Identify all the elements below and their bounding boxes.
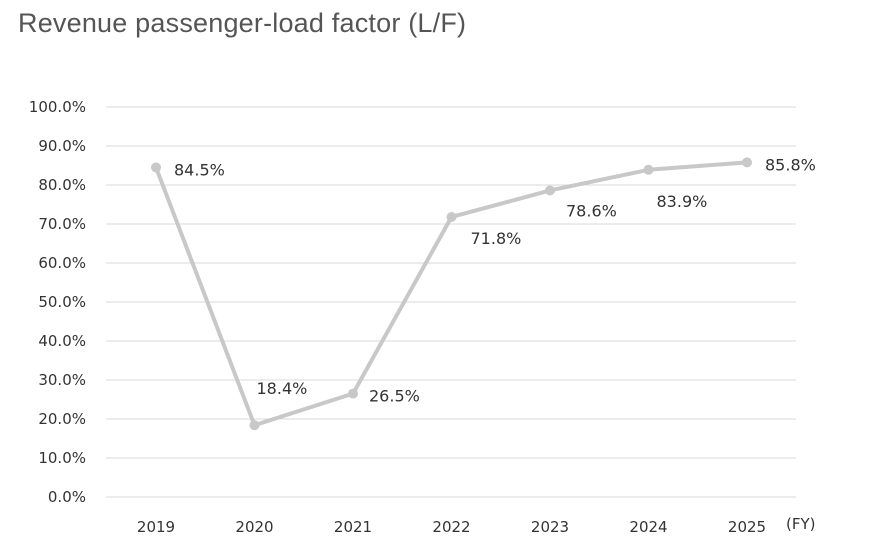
y-tick-label: 100.0% [29, 98, 86, 116]
data-label: 78.6% [566, 201, 617, 220]
data-point [742, 157, 752, 168]
y-tick-label: 60.0% [38, 254, 86, 272]
data-point [446, 211, 457, 222]
y-tick-label: 70.0% [38, 215, 86, 233]
x-axis-ticks: 2019 2020 2021 2022 2023 2024 2025 [137, 518, 766, 536]
y-tick-label: 20.0% [38, 410, 86, 428]
gridlines [106, 106, 796, 498]
y-tick-label: 80.0% [38, 176, 86, 194]
data-label: 18.4% [257, 379, 308, 398]
y-tick-label: 30.0% [38, 371, 86, 389]
data-label: 71.8% [471, 229, 522, 248]
data-point [348, 388, 358, 399]
y-tick-label: 50.0% [38, 293, 86, 311]
y-axis-ticks: 0.0% 10.0% 20.0% 30.0% 40.0% 50.0% 60.0% 70.0% 8… [29, 98, 86, 506]
chart-title: Revenue passenger-load factor (L/F) [18, 8, 467, 38]
data-point [643, 164, 654, 175]
x-tick-label: 2023 [531, 518, 569, 536]
data-point [249, 420, 260, 431]
series-line [151, 157, 752, 431]
y-tick-label: 40.0% [38, 332, 86, 350]
data-label: 84.5% [174, 160, 225, 179]
x-tick-label: 2024 [629, 518, 667, 536]
y-tick-label: 0.0% [48, 488, 86, 506]
y-tick-label: 10.0% [38, 449, 86, 467]
x-tick-label: 2020 [235, 518, 273, 536]
data-labels: 84.5% 18.4% 26.5% 71.8% 78.6% 83.9% 85.8% [174, 155, 816, 405]
data-label: 26.5% [369, 387, 420, 406]
data-label: 83.9% [657, 192, 708, 211]
data-point [151, 162, 161, 173]
x-tick-label: 2022 [432, 518, 470, 536]
y-tick-label: 90.0% [38, 137, 86, 155]
x-tick-label: 2021 [334, 518, 372, 536]
x-axis-unit: (FY) [786, 515, 816, 533]
x-tick-label: 2019 [137, 518, 175, 536]
data-point [545, 185, 555, 196]
x-tick-label: 2025 [728, 518, 766, 536]
data-label: 85.8% [765, 155, 816, 174]
